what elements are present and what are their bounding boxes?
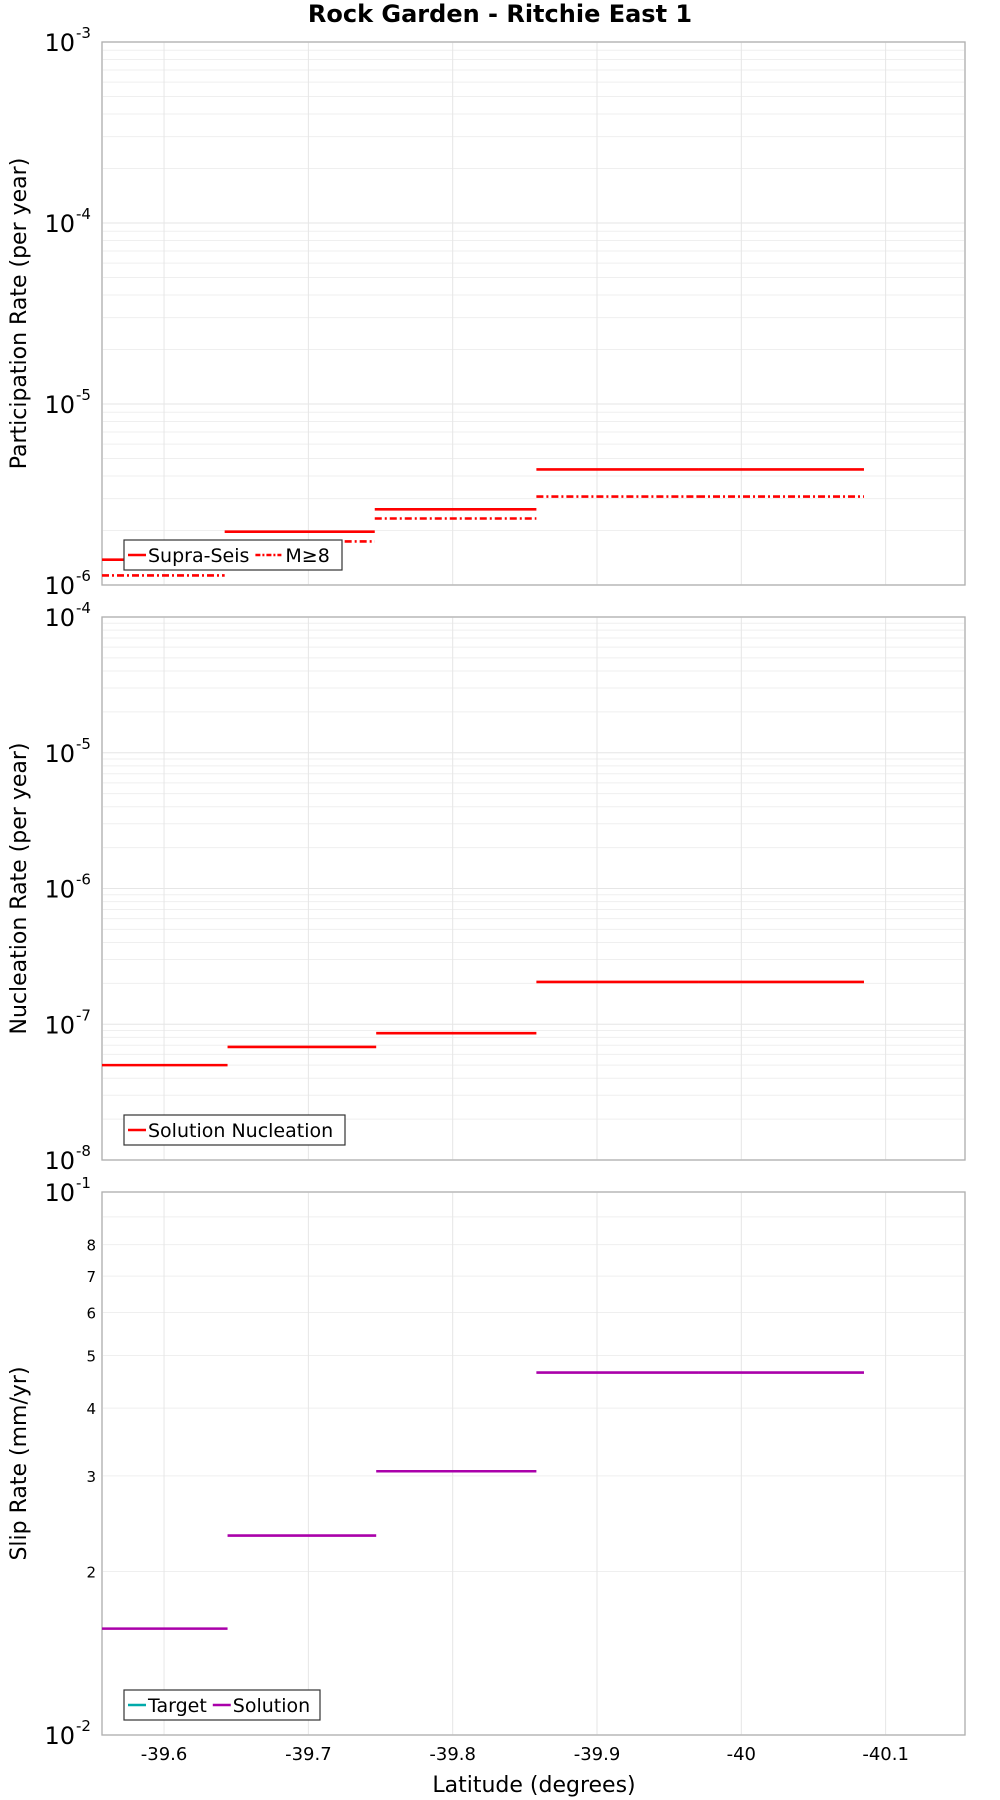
y-tick-exponent: -7 xyxy=(76,1006,91,1024)
y-tick-exponent: -5 xyxy=(76,735,91,753)
y-tick-exponent: -1 xyxy=(76,1174,91,1192)
y-tick-label: 10 xyxy=(44,876,75,904)
y-tick-exponent: -4 xyxy=(76,205,91,223)
x-tick-label: -39.9 xyxy=(574,1744,621,1765)
x-tick-label: -40 xyxy=(727,1744,756,1765)
plot-area xyxy=(101,41,966,586)
legend-label: Solution xyxy=(233,1695,310,1717)
y-tick-label: 10 xyxy=(44,1179,75,1207)
y-tick-exponent: -5 xyxy=(76,386,91,404)
y-tick-label: 10 xyxy=(44,29,75,57)
y-minor-tick-label: 7 xyxy=(86,1268,96,1286)
x-axis: -39.6 -39.7 -39.8 -39.9 -40 -40.1 xyxy=(141,1744,909,1765)
legend-box xyxy=(123,1114,346,1146)
plot-frame xyxy=(101,41,966,586)
plot-frame xyxy=(101,616,966,1161)
y-tick-exponent: -2 xyxy=(76,1717,91,1735)
y-minor-tick-label: 2 xyxy=(86,1564,96,1582)
y-tick-label: 10 xyxy=(44,1011,75,1039)
plot-area xyxy=(101,1191,966,1736)
legend-label: Target xyxy=(147,1695,207,1717)
y-tick-exponent: -8 xyxy=(76,1142,91,1160)
y-tick-exponent: -6 xyxy=(76,871,91,889)
legend: Supra-Seis M≥8 xyxy=(123,539,343,571)
y-axis-label: Participation Rate (per year) xyxy=(7,158,32,470)
y-axis-label: Slip Rate (mm/yr) xyxy=(7,1366,32,1560)
y-tick-label: 10 xyxy=(44,210,75,238)
y-tick-label: 10 xyxy=(44,740,75,768)
y-tick-exponent: -4 xyxy=(76,599,91,617)
chart-title: Rock Garden - Ritchie East 1 xyxy=(308,0,692,28)
x-tick-label: -39.6 xyxy=(141,1744,188,1765)
plot-frame xyxy=(101,1191,966,1736)
y-tick-exponent: -3 xyxy=(76,24,91,42)
x-tick-label: -39.7 xyxy=(285,1744,332,1765)
legend: Solution Nucleation xyxy=(123,1114,346,1146)
legend-label: Supra-Seis xyxy=(148,545,249,567)
legend-label: Solution Nucleation xyxy=(148,1120,333,1142)
x-tick-label: -39.8 xyxy=(429,1744,476,1765)
y-tick-label: 10 xyxy=(44,1147,75,1175)
legend: Target Solution xyxy=(123,1689,321,1721)
y-tick-exponent: -6 xyxy=(76,567,91,585)
y-minor-tick-label: 6 xyxy=(86,1304,96,1322)
y-tick-label: 10 xyxy=(44,604,75,632)
y-minor-tick-label: 4 xyxy=(86,1400,96,1418)
x-axis-label: Latitude (degrees) xyxy=(432,1773,635,1798)
y-tick-label: 10 xyxy=(44,572,75,600)
y-axis-label: Nucleation Rate (per year) xyxy=(7,743,32,1035)
legend-label: M≥8 xyxy=(285,545,329,567)
y-tick-label: 10 xyxy=(44,1722,75,1750)
y-minor-tick-label: 5 xyxy=(86,1347,96,1365)
legend-box xyxy=(123,539,343,571)
x-tick-label: -40.1 xyxy=(862,1744,909,1765)
y-minor-tick-label: 8 xyxy=(86,1237,96,1255)
y-minor-tick-label: 3 xyxy=(86,1468,96,1486)
y-tick-label: 10 xyxy=(44,391,75,419)
